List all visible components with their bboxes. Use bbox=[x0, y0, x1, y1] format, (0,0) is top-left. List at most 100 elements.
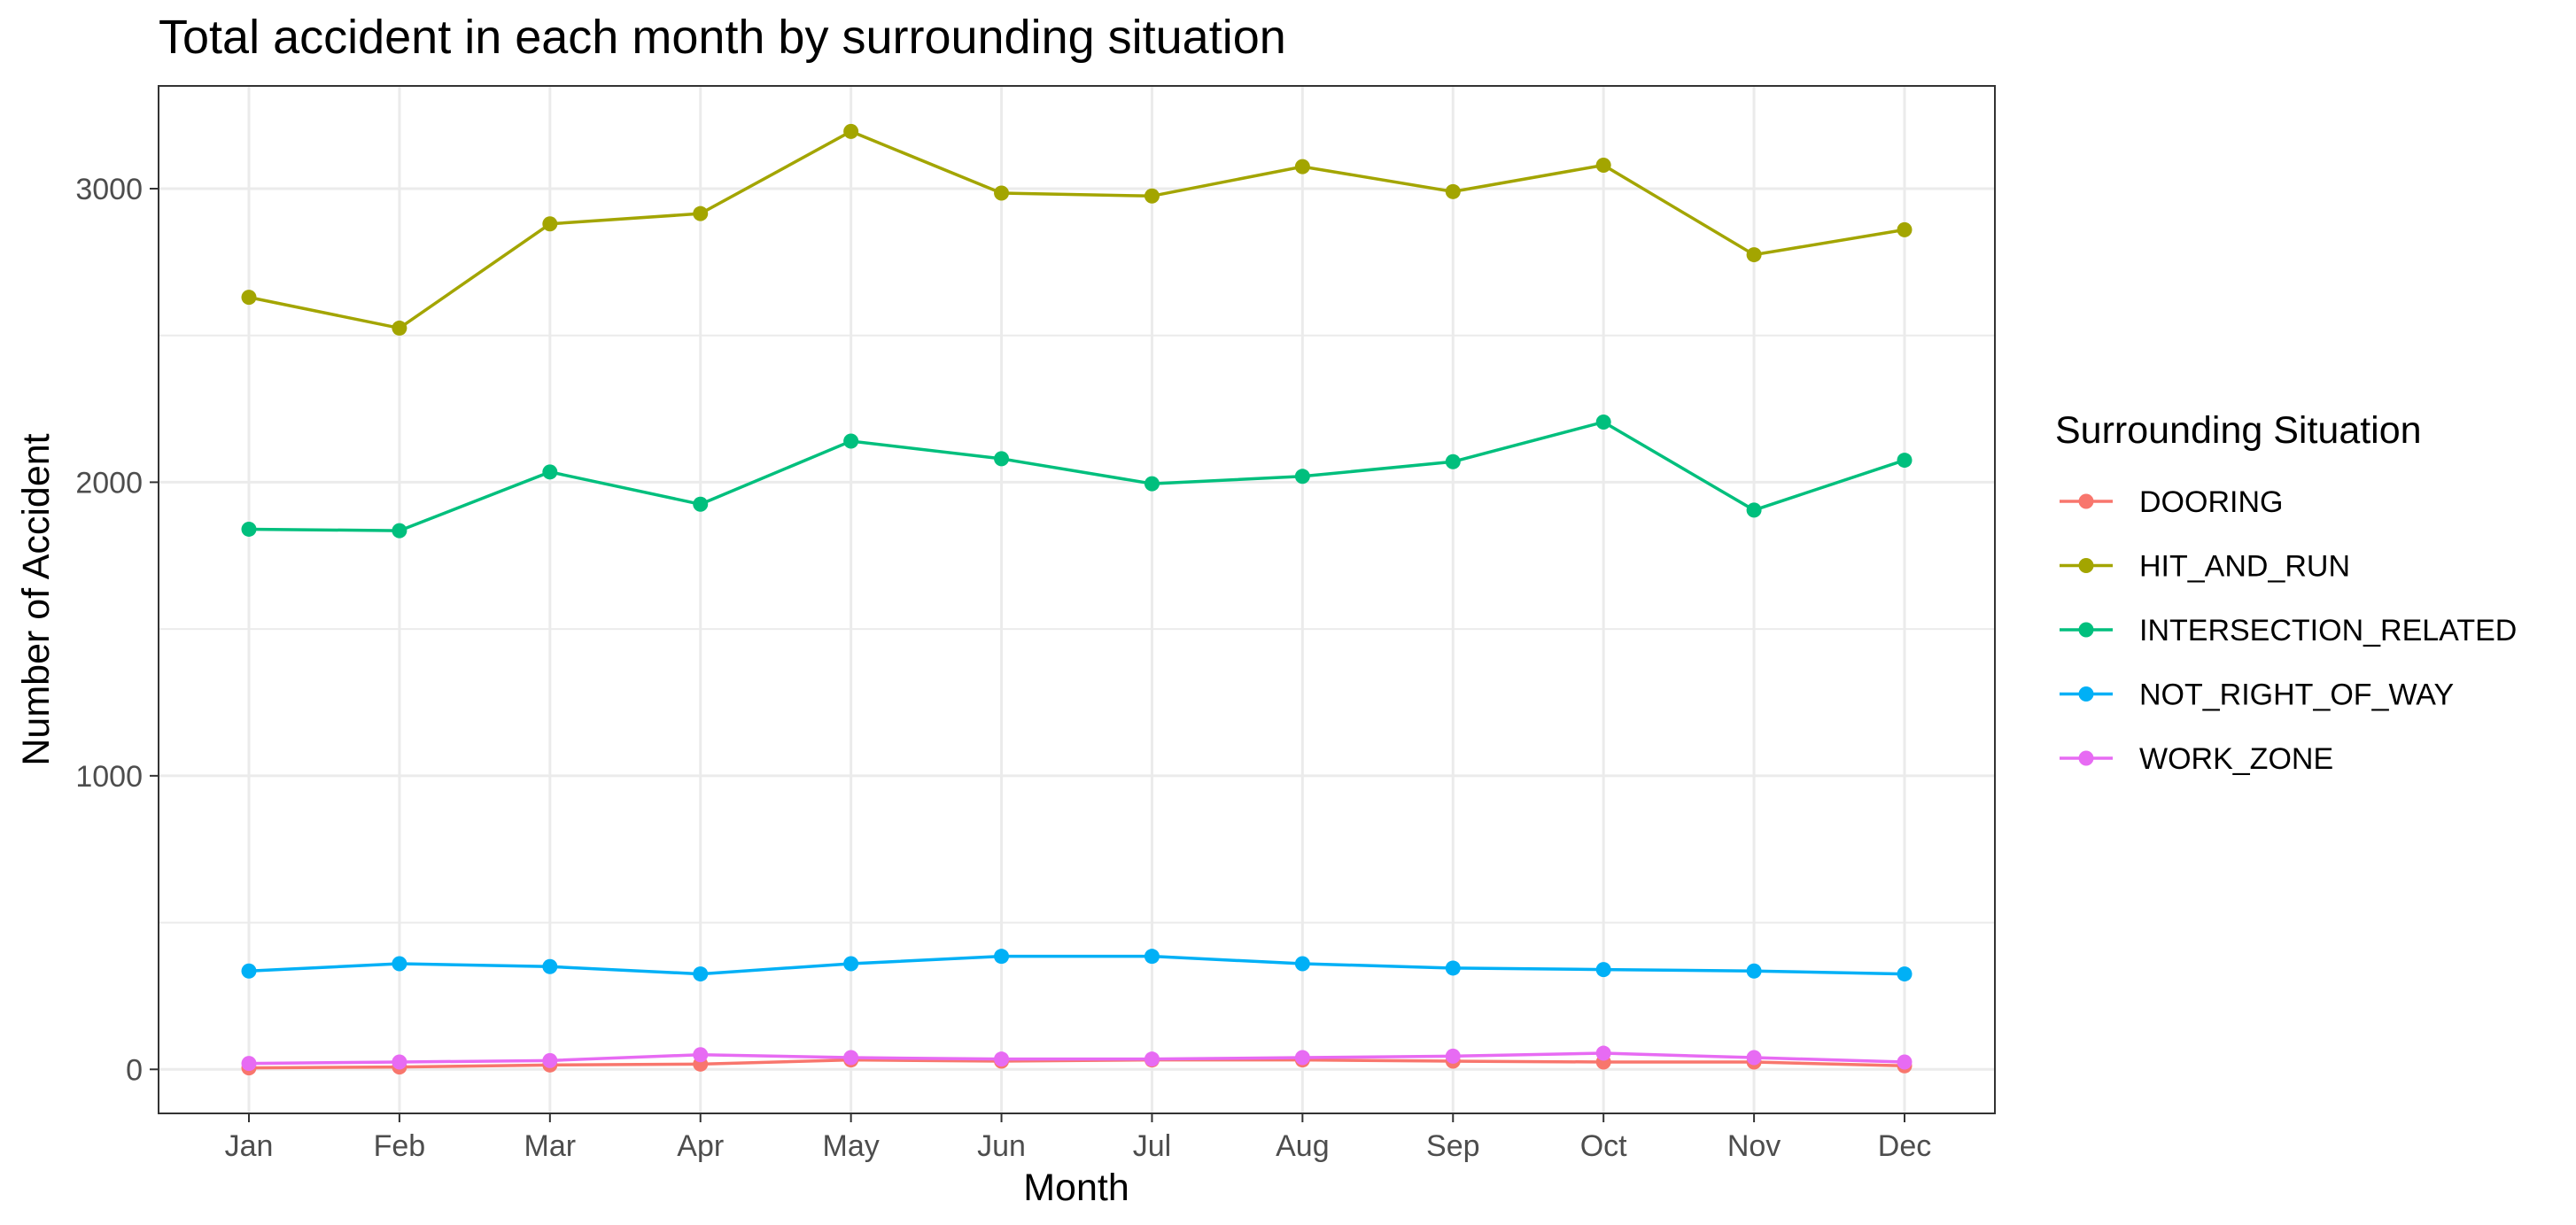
data-point-work-zone bbox=[241, 1056, 257, 1072]
data-point-work-zone bbox=[994, 1051, 1010, 1067]
series-line-not-right-of-way bbox=[248, 954, 1905, 976]
data-point-hit-and-run bbox=[843, 123, 859, 139]
data-point-not-right-of-way bbox=[1746, 963, 1762, 979]
legend-key-point bbox=[2078, 686, 2094, 702]
y-axis-title: Number of Accident bbox=[15, 433, 58, 765]
data-point-not-right-of-way bbox=[1144, 949, 1160, 965]
data-point-intersection-related bbox=[693, 496, 709, 512]
data-point-intersection-related bbox=[1897, 453, 1913, 469]
x-tick-label: Nov bbox=[1727, 1129, 1781, 1163]
data-point-intersection-related bbox=[542, 464, 558, 480]
x-tick-label: Aug bbox=[1276, 1129, 1330, 1163]
data-point-not-right-of-way bbox=[241, 963, 257, 979]
legend-label: INTERSECTION_RELATED bbox=[2139, 614, 2517, 647]
chart-title: Total accident in each month by surround… bbox=[159, 11, 1286, 64]
data-point-hit-and-run bbox=[1746, 247, 1762, 263]
legend-key-point bbox=[2078, 493, 2094, 509]
data-point-hit-and-run bbox=[542, 216, 558, 232]
y-tick-label: 1000 bbox=[75, 760, 143, 794]
series-work-zone bbox=[241, 1045, 1913, 1072]
series-intersection-related bbox=[241, 414, 1913, 539]
major-gridlines bbox=[159, 86, 1995, 1113]
legend-item-hit-and-run: HIT_AND_RUN bbox=[2060, 550, 2350, 584]
legend-title: Surrounding Situation bbox=[2055, 409, 2422, 452]
x-tick-label: May bbox=[823, 1129, 880, 1163]
series-hit-and-run bbox=[241, 123, 1913, 336]
x-tick-label: Feb bbox=[374, 1129, 426, 1163]
data-point-not-right-of-way bbox=[1595, 962, 1611, 978]
data-point-hit-and-run bbox=[392, 320, 407, 336]
minor-gridlines bbox=[159, 334, 1995, 924]
x-tick-label: Mar bbox=[524, 1129, 577, 1163]
data-point-intersection-related bbox=[1445, 454, 1461, 469]
data-point-work-zone bbox=[1294, 1050, 1310, 1066]
legend-key-point bbox=[2078, 558, 2094, 573]
data-point-hit-and-run bbox=[1445, 183, 1461, 199]
data-point-work-zone bbox=[392, 1054, 407, 1070]
x-axis-title: Month bbox=[1023, 1167, 1129, 1209]
data-point-not-right-of-way bbox=[392, 956, 407, 972]
series-line-hit-and-run bbox=[248, 129, 1905, 330]
data-point-hit-and-run bbox=[1595, 157, 1611, 173]
data-point-hit-and-run bbox=[1144, 188, 1160, 204]
x-tick-label: Dec bbox=[1878, 1129, 1931, 1163]
series-line-intersection-related bbox=[248, 420, 1905, 532]
legend-item-not-right-of-way: NOT_RIGHT_OF_WAY bbox=[2060, 678, 2454, 712]
legend-key-point bbox=[2078, 622, 2094, 638]
data-point-hit-and-run bbox=[1897, 221, 1913, 237]
data-point-work-zone bbox=[1897, 1054, 1913, 1070]
y-axis: 0 1000 2000 3000 bbox=[75, 173, 159, 1087]
y-tick-label: 3000 bbox=[75, 173, 143, 206]
legend-key-point bbox=[2078, 750, 2094, 766]
data-point-work-zone bbox=[542, 1052, 558, 1068]
x-tick-label: Apr bbox=[677, 1129, 724, 1163]
data-point-intersection-related bbox=[241, 521, 257, 537]
data-point-hit-and-run bbox=[241, 290, 257, 306]
data-point-not-right-of-way bbox=[843, 956, 859, 972]
data-point-work-zone bbox=[1144, 1051, 1160, 1067]
data-point-not-right-of-way bbox=[542, 958, 558, 974]
x-axis: Jan Feb Mar Apr May Jun Jul Aug Sep Oct Nov Dec bbox=[225, 1113, 1931, 1163]
x-tick-label: Jan bbox=[225, 1129, 274, 1163]
legend-label: HIT_AND_RUN bbox=[2139, 550, 2350, 584]
data-point-not-right-of-way bbox=[994, 949, 1010, 965]
legend-label: NOT_RIGHT_OF_WAY bbox=[2139, 678, 2454, 712]
data-point-intersection-related bbox=[994, 451, 1010, 467]
y-tick-label: 0 bbox=[126, 1053, 143, 1087]
data-point-not-right-of-way bbox=[1294, 956, 1310, 972]
series-line-work-zone bbox=[248, 1051, 1905, 1066]
data-point-intersection-related bbox=[843, 433, 859, 449]
x-tick-label: Sep bbox=[1426, 1129, 1480, 1163]
data-point-intersection-related bbox=[1294, 469, 1310, 485]
data-point-not-right-of-way bbox=[693, 966, 709, 982]
data-point-hit-and-run bbox=[693, 205, 709, 221]
data-point-intersection-related bbox=[1746, 502, 1762, 518]
x-tick-label: Jul bbox=[1133, 1129, 1171, 1163]
series-not-right-of-way bbox=[241, 949, 1913, 982]
data-point-intersection-related bbox=[1595, 414, 1611, 430]
data-point-not-right-of-way bbox=[1897, 966, 1913, 982]
legend-item-intersection-related: INTERSECTION_RELATED bbox=[2060, 614, 2517, 647]
plot-border bbox=[158, 85, 1996, 1114]
legend-item-dooring: DOORING bbox=[2060, 485, 2283, 519]
data-point-intersection-related bbox=[1144, 476, 1160, 492]
legend-item-work-zone: WORK_ZONE bbox=[2060, 742, 2333, 776]
y-tick-label: 2000 bbox=[75, 466, 143, 500]
series-layer bbox=[241, 123, 1913, 1076]
data-point-work-zone bbox=[1746, 1050, 1762, 1066]
data-point-not-right-of-way bbox=[1445, 960, 1461, 976]
data-point-hit-and-run bbox=[994, 185, 1010, 201]
x-tick-label: Jun bbox=[977, 1129, 1026, 1163]
legend: Surrounding Situation DOORING HIT_AND_RUN… bbox=[2055, 409, 2517, 776]
legend-label: WORK_ZONE bbox=[2139, 742, 2333, 776]
data-point-work-zone bbox=[1595, 1045, 1611, 1061]
data-point-work-zone bbox=[1445, 1048, 1461, 1064]
data-point-work-zone bbox=[693, 1047, 709, 1063]
data-point-intersection-related bbox=[392, 523, 407, 539]
legend-label: DOORING bbox=[2139, 485, 2283, 519]
data-point-hit-and-run bbox=[1294, 159, 1310, 174]
x-tick-label: Oct bbox=[1580, 1129, 1627, 1163]
data-point-work-zone bbox=[843, 1050, 859, 1066]
plot-panel bbox=[159, 86, 1995, 1113]
